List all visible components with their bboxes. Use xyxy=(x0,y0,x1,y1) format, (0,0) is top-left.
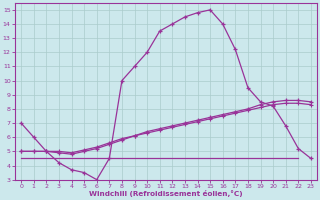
X-axis label: Windchill (Refroidissement éolien,°C): Windchill (Refroidissement éolien,°C) xyxy=(89,190,243,197)
